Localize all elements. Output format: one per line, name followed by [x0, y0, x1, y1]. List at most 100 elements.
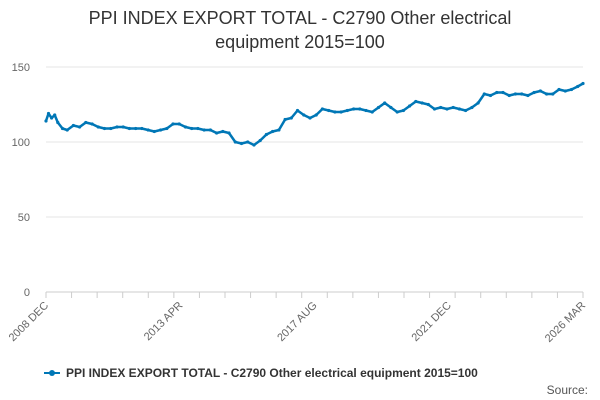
data-point[interactable]	[56, 120, 60, 125]
data-point[interactable]	[482, 92, 486, 96]
x-axis: 2008 DEC 2013 APR 2017 AUG 2021 DEC 2026 MAR	[7, 291, 588, 345]
data-point[interactable]	[302, 113, 306, 117]
data-point[interactable]	[283, 117, 287, 122]
data-point[interactable]	[426, 102, 430, 107]
grid-lines	[46, 66, 583, 218]
data-point[interactable]	[121, 125, 125, 129]
data-point[interactable]	[476, 101, 480, 105]
data-point[interactable]	[532, 90, 536, 95]
data-point[interactable]	[44, 119, 48, 123]
data-point[interactable]	[71, 123, 75, 128]
data-point[interactable]	[208, 128, 212, 132]
data-point[interactable]	[65, 128, 69, 132]
data-point[interactable]	[581, 81, 585, 86]
data-point[interactable]	[383, 101, 387, 105]
data-point[interactable]	[53, 113, 57, 117]
data-point[interactable]	[183, 125, 188, 129]
data-point[interactable]	[46, 111, 51, 116]
data-point[interactable]	[563, 89, 567, 93]
data-point[interactable]	[78, 125, 82, 129]
data-point[interactable]	[557, 87, 561, 92]
data-point[interactable]	[165, 126, 169, 131]
data-point[interactable]	[90, 122, 94, 126]
data-point[interactable]	[115, 125, 119, 129]
data-point[interactable]	[295, 108, 300, 113]
data-point[interactable]	[345, 108, 349, 113]
data-point[interactable]	[264, 132, 268, 137]
chart-title-line-2: equipment 2015=100	[215, 32, 385, 52]
data-point[interactable]	[327, 108, 331, 113]
data-point[interactable]	[215, 131, 219, 135]
data-point[interactable]	[488, 93, 493, 98]
data-point[interactable]	[159, 128, 163, 132]
data-point[interactable]	[376, 105, 381, 110]
data-point[interactable]	[457, 107, 461, 111]
data-point[interactable]	[314, 113, 318, 117]
data-point[interactable]	[370, 110, 374, 114]
data-point[interactable]	[495, 90, 499, 95]
data-point[interactable]	[308, 116, 312, 120]
data-point[interactable]	[190, 126, 194, 131]
data-point[interactable]	[271, 129, 275, 134]
data-point[interactable]	[202, 128, 206, 132]
data-point[interactable]	[60, 126, 65, 131]
data-point[interactable]	[395, 110, 399, 114]
data-point[interactable]	[451, 105, 455, 110]
data-point[interactable]	[569, 87, 574, 92]
data-point[interactable]	[538, 89, 543, 93]
data-point[interactable]	[134, 126, 138, 131]
data-point[interactable]	[364, 108, 368, 113]
data-point[interactable]	[576, 84, 580, 89]
data-point[interactable]	[50, 116, 54, 120]
data-point[interactable]	[177, 122, 181, 126]
data-point[interactable]	[258, 138, 262, 143]
source-label: Source:	[546, 383, 588, 397]
data-point[interactable]	[233, 140, 237, 144]
data-point[interactable]	[358, 107, 362, 111]
data-point[interactable]	[227, 131, 231, 135]
data-point[interactable]	[146, 128, 150, 132]
data-point[interactable]	[507, 93, 511, 98]
data-point[interactable]	[439, 105, 443, 110]
data-point[interactable]	[464, 108, 468, 113]
data-point[interactable]	[289, 116, 293, 120]
data-point[interactable]	[239, 141, 244, 146]
x-tick-label: 2026 MAR	[543, 300, 588, 345]
data-point[interactable]	[127, 126, 131, 131]
data-point[interactable]	[501, 90, 505, 95]
data-point[interactable]	[414, 99, 418, 104]
data-point[interactable]	[140, 126, 144, 131]
x-tick-label: 2008 DEC	[7, 300, 51, 344]
data-point[interactable]	[420, 101, 424, 105]
data-point[interactable]	[470, 105, 474, 110]
data-point[interactable]	[246, 140, 250, 144]
data-point[interactable]	[252, 143, 256, 147]
data-point[interactable]	[389, 105, 393, 110]
data-point[interactable]	[408, 104, 412, 108]
data-point[interactable]	[277, 128, 281, 132]
data-point[interactable]	[401, 108, 405, 113]
data-point[interactable]	[171, 122, 175, 126]
data-point[interactable]	[545, 92, 549, 96]
data-point[interactable]	[221, 129, 225, 134]
y-tick-label: 100	[12, 137, 30, 149]
data-point[interactable]	[102, 126, 107, 131]
data-point[interactable]	[339, 110, 343, 114]
data-point[interactable]	[445, 107, 449, 111]
data-point[interactable]	[432, 107, 437, 111]
data-point[interactable]	[352, 107, 356, 111]
y-tick-label: 0	[24, 287, 30, 299]
data-point[interactable]	[520, 92, 524, 96]
data-point[interactable]	[196, 126, 200, 131]
data-point[interactable]	[551, 92, 555, 96]
x-tick-label: 2013 APR	[142, 300, 186, 344]
data-point[interactable]	[152, 129, 156, 134]
data-point[interactable]	[320, 107, 324, 111]
data-point[interactable]	[109, 126, 113, 131]
data-point[interactable]	[526, 93, 530, 98]
data-point[interactable]	[513, 92, 518, 96]
legend[interactable]: PPI INDEX EXPORT TOTAL - C2790 Other ele…	[44, 366, 478, 380]
data-point[interactable]	[333, 110, 337, 114]
data-point[interactable]	[96, 125, 100, 129]
data-point[interactable]	[84, 120, 88, 125]
